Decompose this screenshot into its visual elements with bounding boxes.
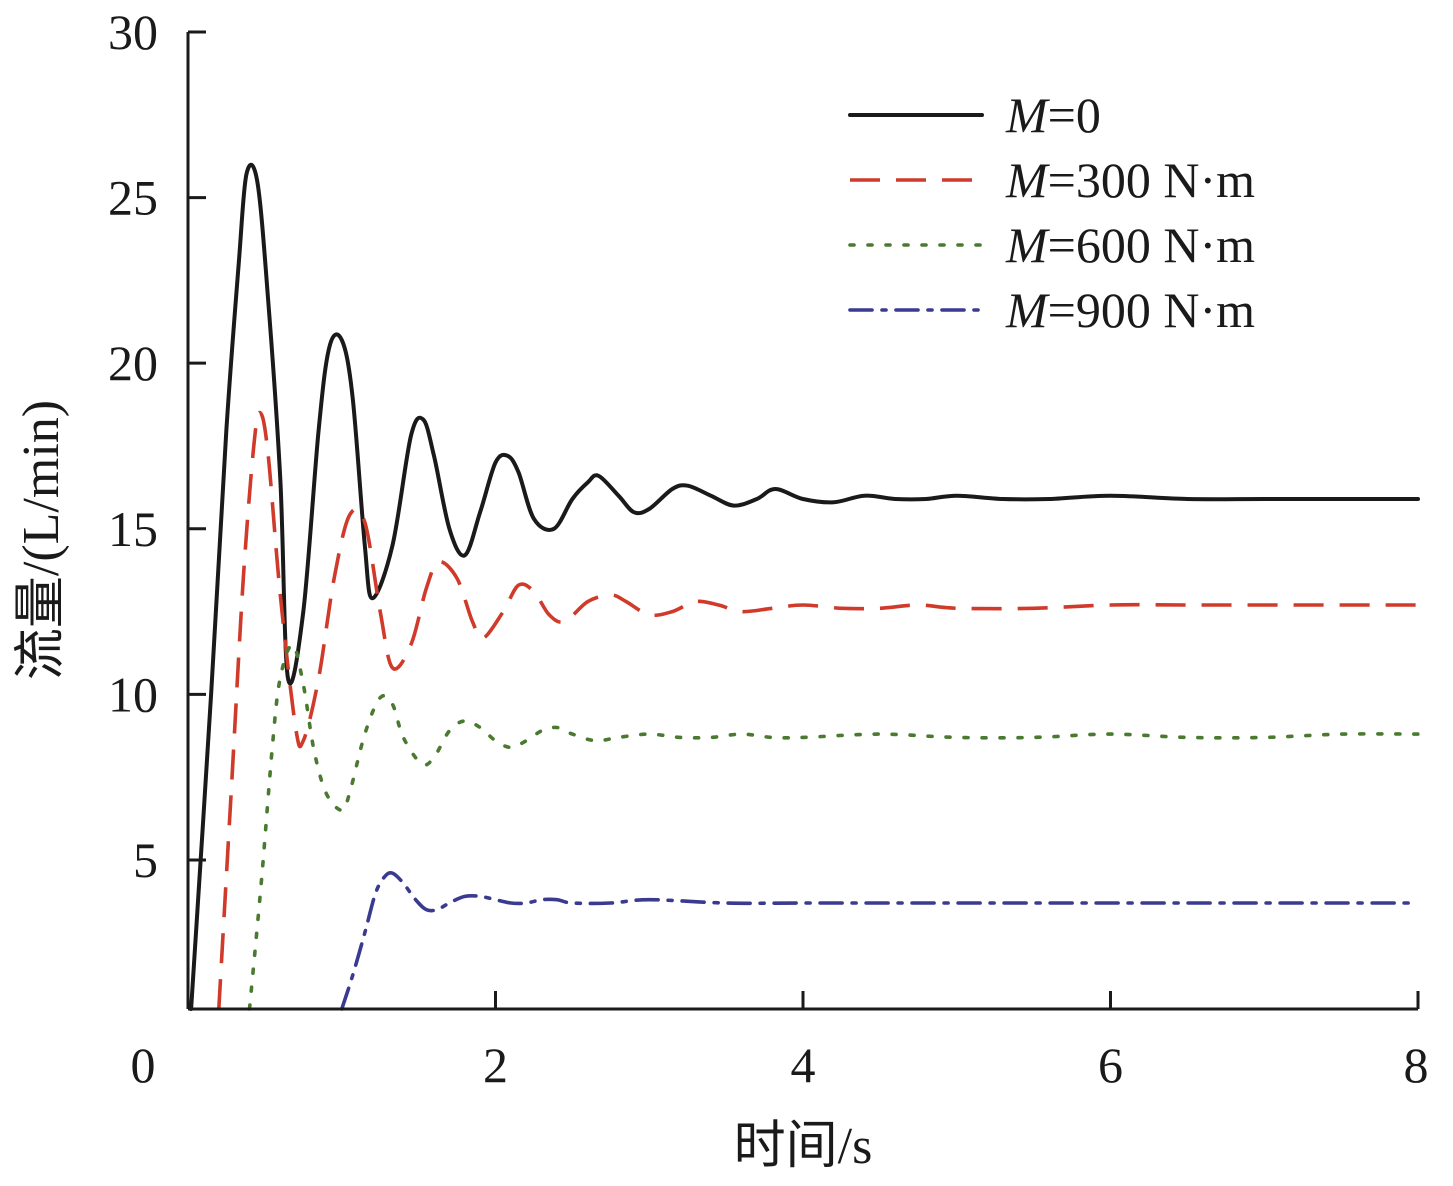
legend-label-rest: =900 N·m [1048,282,1255,338]
y-tick-label: 5 [133,832,158,888]
legend: M=0M=300 N·mM=600 N·mM=900 N·m [848,87,1255,338]
x-axis-title: 时间/s [734,1118,873,1175]
y-tick-label: 25 [108,170,158,226]
x-tick-label: 2 [483,1037,508,1093]
legend-label-1: M=0 [1005,87,1101,143]
series-line-3 [247,642,1420,1011]
series-layer [189,162,1420,1011]
ticks-layer: 5 10 15 20 25 30 2 4 6 8 [108,4,1429,1093]
legend-label-rest: =300 N·m [1048,152,1255,208]
legend-label-rest: =0 [1048,87,1101,143]
y-tick-label: 30 [108,4,158,60]
legend-label-3: M=600 N·m [1005,217,1255,273]
y-tick-label: 10 [108,666,158,722]
x-tick-label: 4 [791,1037,816,1093]
legend-label-2: M=300 N·m [1005,152,1255,208]
x-tick-label: 8 [1404,1037,1429,1093]
y-tick-label: 15 [108,501,158,557]
x-tick-label: 6 [1098,1037,1123,1093]
legend-label-italic: M [1005,282,1050,338]
legend-label-italic: M [1005,87,1050,143]
y-axis-title: 流量/(L/min) [13,400,70,680]
origin-tick-label: 0 [131,1037,156,1093]
legend-label-italic: M [1005,152,1050,208]
series-line-2 [217,410,1419,1010]
legend-label-rest: =600 N·m [1048,217,1255,273]
legend-label-italic: M [1005,217,1050,273]
y-tick-label: 20 [108,335,158,391]
legend-label-4: M=900 N·m [1005,282,1255,338]
series-line-4 [340,870,1420,1011]
series-line-1 [189,162,1420,1011]
